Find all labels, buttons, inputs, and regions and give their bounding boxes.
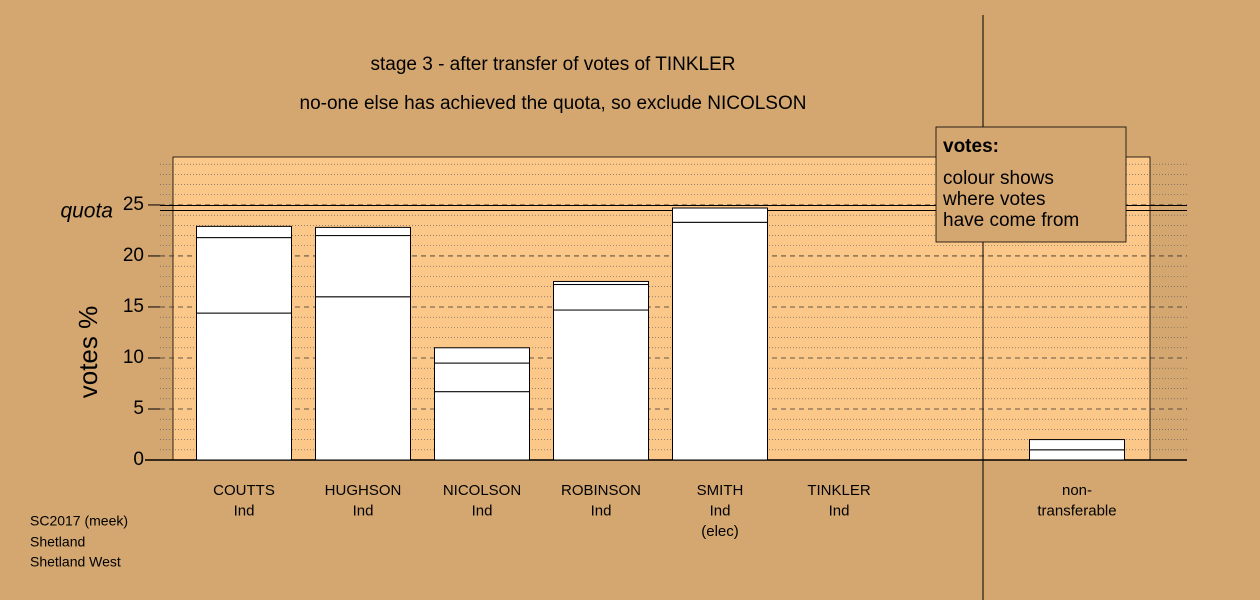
y-tick-label: 5 bbox=[133, 398, 144, 419]
bar-segment bbox=[434, 347, 530, 364]
y-tick-label: 15 bbox=[123, 296, 144, 317]
footer: SC2017 (meek) bbox=[30, 513, 128, 529]
legend-text: have come from bbox=[943, 210, 1079, 231]
footer: Shetland West bbox=[30, 554, 121, 570]
legend-box bbox=[935, 126, 1127, 243]
bar-segment bbox=[672, 221, 768, 461]
y-tick-label: 0 bbox=[133, 449, 144, 470]
legend-title: votes: bbox=[943, 136, 999, 157]
bar-segment bbox=[196, 237, 292, 314]
y-tick-label: 25 bbox=[123, 194, 144, 215]
x-tick-label: transferable bbox=[1037, 502, 1116, 519]
x-tick-label: Ind bbox=[829, 502, 850, 519]
chart-title: stage 3 - after transfer of votes of TIN… bbox=[370, 54, 735, 75]
bar-segment bbox=[553, 280, 649, 286]
legend-text: where votes bbox=[942, 189, 1045, 210]
x-tick-label: TINKLER bbox=[807, 482, 871, 499]
chart-subtitle: no-one else has achieved the quota, so e… bbox=[300, 93, 807, 114]
x-tick-label: ROBINSON bbox=[561, 482, 641, 499]
x-tick-label: Ind bbox=[353, 502, 374, 519]
x-tick-label: (elec) bbox=[701, 523, 739, 540]
bar-segment bbox=[672, 207, 768, 223]
x-tick-label: Ind bbox=[472, 502, 493, 519]
quota-label: quota bbox=[60, 200, 113, 223]
bar-segment bbox=[315, 226, 411, 237]
bar-segment bbox=[434, 362, 530, 393]
legend: votes: colour shows where votes have com… bbox=[935, 126, 1127, 243]
x-tick-label: COUTTS bbox=[213, 482, 275, 499]
bar-segment bbox=[315, 235, 411, 298]
bar-segment bbox=[1029, 439, 1125, 451]
footer: Shetland bbox=[30, 534, 85, 550]
bar-segment bbox=[1029, 449, 1125, 461]
x-tick-label: Ind bbox=[234, 502, 255, 519]
x-tick-label: SMITH bbox=[697, 482, 744, 499]
bar-segment bbox=[196, 225, 292, 239]
x-tick-label: NICOLSON bbox=[443, 482, 521, 499]
bar-segment bbox=[434, 391, 530, 461]
bar-segment bbox=[553, 284, 649, 311]
x-tick-label: HUGHSON bbox=[325, 482, 402, 499]
x-tick-label: non- bbox=[1062, 482, 1092, 499]
bar-segment bbox=[553, 309, 649, 461]
x-tick-label: Ind bbox=[591, 502, 612, 519]
bar-segment bbox=[196, 312, 292, 461]
legend-text: colour shows bbox=[943, 168, 1054, 189]
y-tick-label: 10 bbox=[123, 347, 144, 368]
y-axis-label: votes % bbox=[73, 306, 103, 399]
y-tick-label: 20 bbox=[123, 245, 144, 266]
x-tick-label: Ind bbox=[710, 502, 731, 519]
bar-segment bbox=[315, 296, 411, 461]
